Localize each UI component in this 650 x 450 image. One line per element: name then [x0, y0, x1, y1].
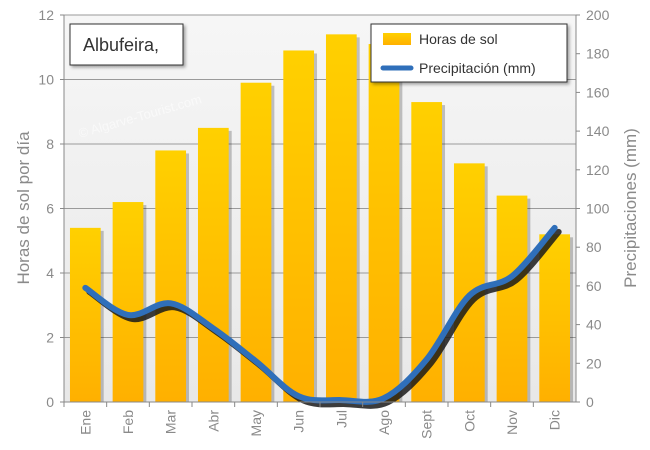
x-tick-label: Jul [333, 410, 349, 428]
x-tick-label: Nov [504, 410, 520, 435]
x-tick-label: Oct [461, 410, 477, 432]
right-tick-label: 100 [586, 201, 610, 217]
x-tick-label: Ene [77, 410, 93, 435]
sunshine-bar [69, 227, 101, 402]
right-tick-label: 160 [586, 84, 610, 100]
legend-swatch-sunshine [383, 33, 411, 45]
x-tick-label: Jun [291, 410, 307, 433]
right-tick-label: 120 [586, 162, 610, 178]
right-tick-label: 0 [586, 394, 594, 410]
right-tick-label: 40 [586, 317, 602, 333]
chart-title-box: Albufeira, [69, 23, 184, 66]
x-tick-label: Ago [376, 410, 392, 435]
sunshine-bar [453, 163, 485, 402]
left-tick-label: 0 [46, 394, 54, 410]
legend-label-precipitation: Precipitación (mm) [419, 60, 536, 76]
x-tick-label: Abr [205, 410, 221, 432]
right-tick-label: 20 [586, 355, 602, 371]
sunshine-bar [539, 234, 571, 402]
precipitation-line-shadow [86, 228, 562, 409]
x-tick-label: Dic [547, 410, 563, 430]
left-tick-label: 6 [46, 201, 54, 217]
bar-series [69, 34, 574, 403]
line-series [82, 224, 562, 409]
legend-label-sunshine: Horas de sol [419, 31, 498, 47]
sunshine-bar [283, 50, 315, 402]
sunshine-bar [325, 34, 357, 402]
x-tick-label: Feb [120, 410, 136, 434]
chart-title: Albufeira, [83, 35, 159, 55]
left-tick-label: 2 [46, 330, 54, 346]
left-tick-label: 4 [46, 265, 54, 281]
sunshine-bar [112, 202, 144, 402]
legend: Horas de sol Precipitación (mm) [370, 23, 568, 83]
right-tick-label: 80 [586, 239, 602, 255]
right-tick-label: 180 [586, 46, 610, 62]
right-tick-label: 140 [586, 123, 610, 139]
sunshine-bar [240, 82, 272, 402]
x-tick-label: Mar [163, 410, 179, 434]
sunshine-bar [197, 127, 229, 402]
left-tick-label: 10 [38, 72, 54, 88]
precipitation-line [82, 224, 558, 405]
x-tick-label: Sept [419, 410, 435, 439]
right-axis-title: Precipitaciones (mm) [621, 128, 640, 288]
x-tick-label: May [248, 410, 264, 436]
sunshine-bar [368, 44, 400, 403]
sunshine-bar [496, 195, 528, 402]
left-tick-label: 12 [38, 7, 54, 23]
left-tick-label: 8 [46, 136, 54, 152]
sunshine-bar [155, 150, 187, 402]
right-tick-label: 60 [586, 278, 602, 294]
left-axis-title: Horas de sol por día [14, 131, 33, 285]
right-tick-label: 200 [586, 7, 610, 23]
